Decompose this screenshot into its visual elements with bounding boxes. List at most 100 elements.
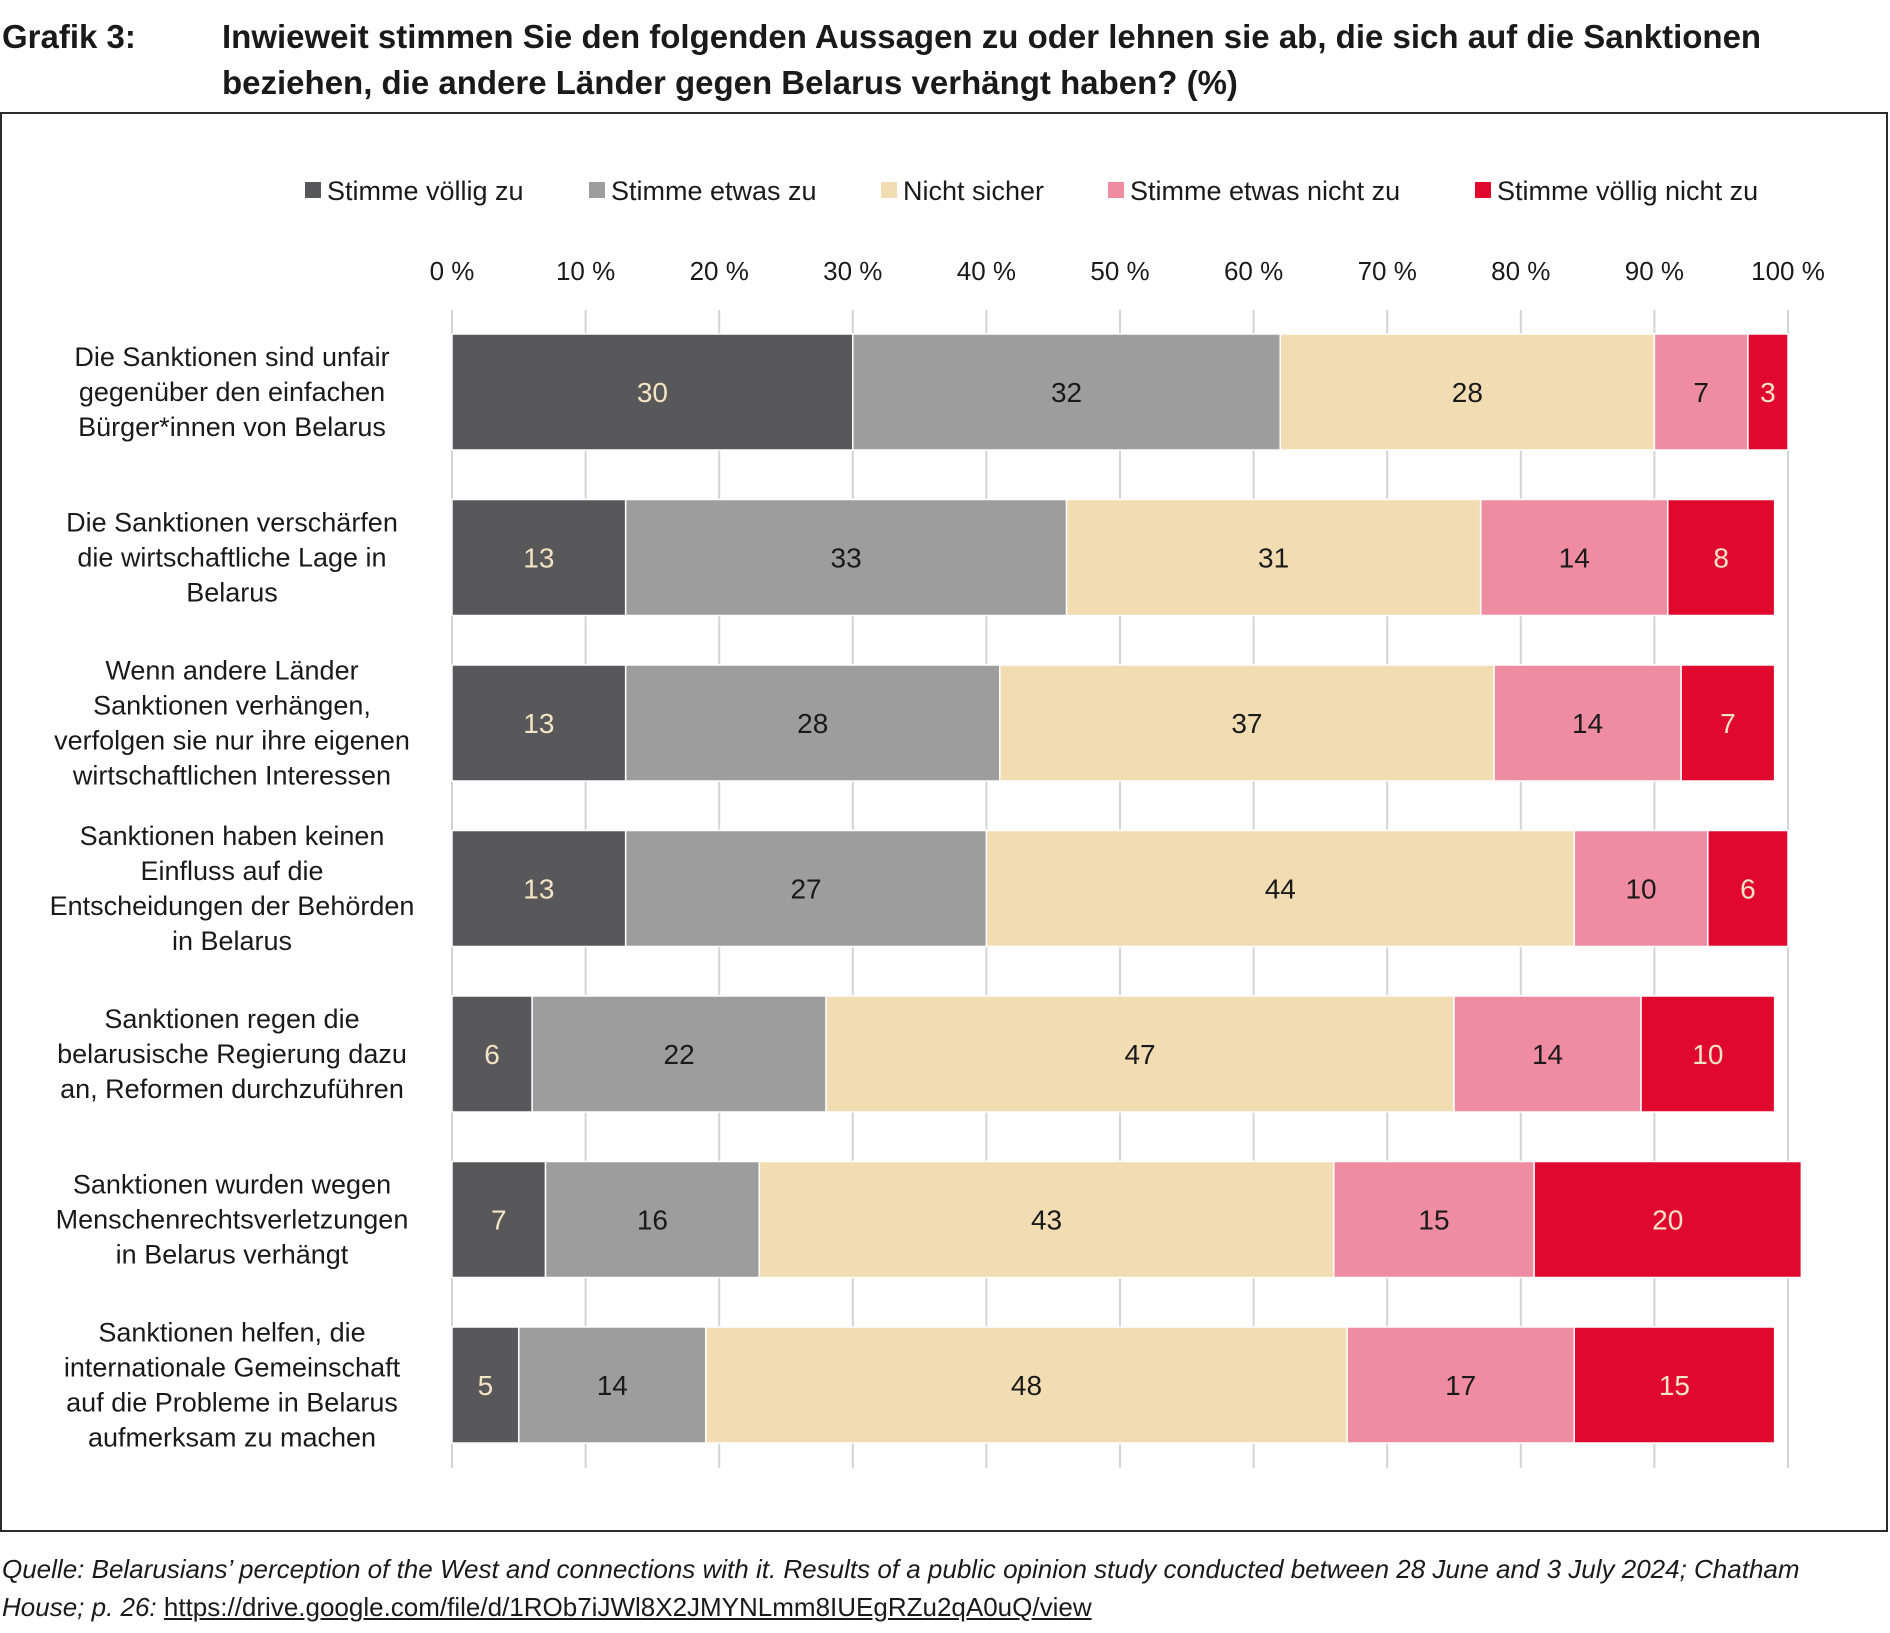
data-label: 13 [523,543,554,574]
x-tick-label: 30 % [823,256,882,286]
category-label: Die Sanktionen verschärfen die wirtschaft… [66,508,398,608]
data-label: 28 [797,708,828,739]
data-label: 10 [1692,1039,1723,1070]
bar-segment [1640,995,1776,1113]
data-label: 10 [1625,874,1656,905]
category-label: Sanktionen regen die belarusische Regieru… [57,1004,407,1104]
category-label-line: in Belarus [172,926,292,956]
bar-segment [1667,498,1776,617]
data-label: 27 [790,874,821,905]
bar-segment [451,1326,520,1444]
category-label-line: die wirtschaftliche Lage in [77,543,386,573]
data-label: 20 [1652,1205,1683,1236]
data-label: 13 [523,708,554,739]
x-tick-label: 0 % [430,256,475,286]
x-tick-label: 20 % [690,256,749,286]
bar-segment [1453,995,1642,1113]
category-label: Wenn andere Länder Sanktionen verhängen, v… [54,656,410,791]
category-label-line: Bürger*innen von Belarus [78,412,386,442]
category-label-line: Sanktionen haben keinen [80,821,385,851]
bar-segment [985,829,1575,948]
bar-segment [1573,829,1709,948]
chart-title: Inwieweit stimmen Sie den folgenden Auss… [222,18,1762,101]
bar-segment [624,498,1068,617]
data-label: 17 [1445,1370,1476,1401]
data-label: 31 [1258,543,1289,574]
data-label: 5 [478,1370,494,1401]
legend-label: Nicht sicher [903,176,1044,206]
category-label-line: aufmerksam zu machen [88,1423,376,1453]
bar-segment [1346,1326,1575,1444]
bar-segment [1707,829,1789,948]
bar-segment [531,995,827,1113]
category-label-line: wirtschaftlichen Interessen [72,761,391,791]
category-label-line: Sanktionen verhängen, [93,691,371,721]
legend-label: Stimme etwas nicht zu [1130,176,1400,206]
y-axis-labels: Die Sanktionen sind unfair gegenüber den … [50,342,415,1453]
legend-swatch [305,182,321,198]
x-tick-label: 70 % [1358,256,1417,286]
category-label: Sanktionen haben keinen Einfluss auf die E… [50,821,415,956]
bar-segment [624,664,1001,782]
legend-swatch [1475,182,1491,198]
chart-frame [0,112,1888,1532]
bar-segment [451,995,533,1113]
x-tick-label: 40 % [957,256,1016,286]
bar-segment [544,1160,761,1279]
legend-swatch [881,182,897,198]
bar-segment [451,333,854,451]
data-label: 14 [1559,543,1590,574]
data-label: 14 [1572,708,1603,739]
bar-segment [1493,664,1682,782]
bar-segment [1065,498,1482,617]
legend-swatch [1108,182,1124,198]
source-link[interactable]: https://drive.google.com/file/d/1ROb7iJW… [163,1592,1092,1622]
source-text: Quelle: Belarusians’ perception of the W… [2,1554,1800,1622]
category-label-line: Entscheidungen der Behörden [50,891,415,921]
data-label: 48 [1011,1370,1042,1401]
data-label: 8 [1713,543,1729,574]
data-label: 3 [1760,377,1776,408]
legend-label: Stimme völlig zu [327,176,524,206]
data-label: 13 [523,874,554,905]
data-label: 14 [1532,1039,1563,1070]
bar-segment [1747,333,1789,451]
category-label-line: Sanktionen helfen, die [98,1318,365,1348]
bar-segment [1479,498,1669,617]
category-label-line: Menschenrechtsverletzungen [56,1205,409,1235]
data-label: 44 [1265,874,1296,905]
data-label: 47 [1124,1039,1155,1070]
category-label-line: Die Sanktionen sind unfair [74,342,389,372]
legend: Stimme völlig zu Stimme etwas zu Nicht sic… [305,176,1758,206]
bar-segment [451,829,627,948]
category-label: Sanktionen wurden wegen Menschenrechtsver… [56,1170,409,1270]
category-label-line: Die Sanktionen verschärfen [66,508,398,538]
category-label-line: gegenüber den einfachen [79,377,385,407]
bars: 30 32 28 7 3 13 33 31 14 8 13 28 37 14 7 13 27 44 10 6 6 22 47… [451,333,1803,1444]
data-label: 30 [637,377,668,408]
category-label-line: Sanktionen wurden wegen [73,1170,391,1200]
bar-segment [852,333,1282,451]
bar-segment [451,498,627,617]
bar-segment [624,829,988,948]
data-label: 7 [1720,708,1736,739]
data-label: 32 [1051,377,1082,408]
data-label: 7 [1693,377,1709,408]
x-tick-label: 60 % [1224,256,1283,286]
data-label: 22 [664,1039,695,1070]
x-tick-label: 80 % [1491,256,1550,286]
category-label-line: internationale Gemeinschaft [64,1353,401,1383]
data-label: 6 [484,1039,500,1070]
category-label-line: Einfluss auf die [140,856,323,886]
category-label-line: Wenn andere Länder [105,656,358,686]
figure-number: Grafik 3: [2,18,136,55]
data-label: 28 [1452,377,1483,408]
data-label: 43 [1031,1205,1062,1236]
category-label: Sanktionen helfen, die internationale Gem… [64,1318,401,1453]
x-tick-label: 90 % [1625,256,1684,286]
category-label-line: an, Reformen durchzuführen [60,1074,404,1104]
category-label-line: Belarus [186,578,278,608]
category-label-line: belarusische Regierung dazu [57,1039,407,1069]
source-note: Quelle: Belarusians’ perception of the W… [2,1550,1882,1626]
bar-segment [758,1160,1335,1279]
